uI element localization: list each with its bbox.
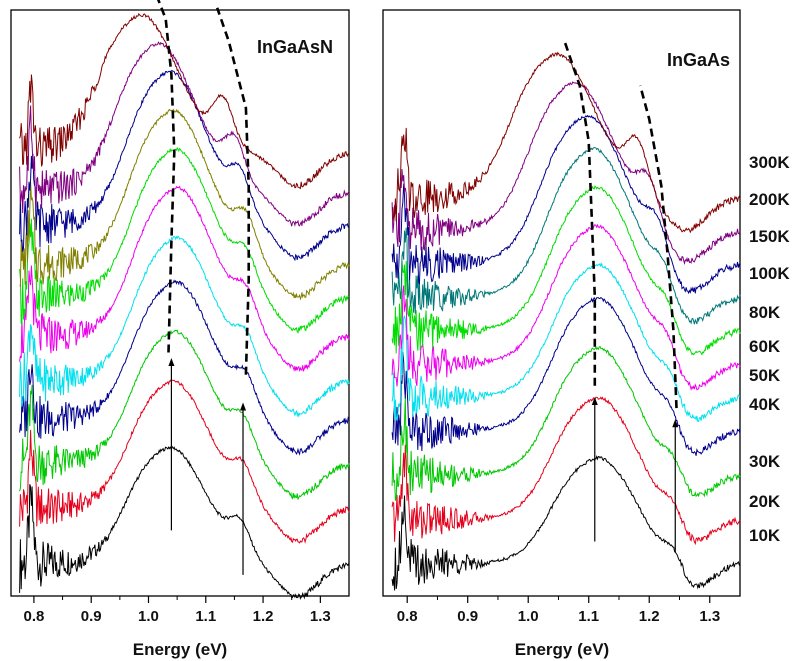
temperature-label-100K: 100K [749, 264, 790, 283]
x-tick-label: 1.2 [639, 608, 660, 625]
spectrum-line-9 [391, 79, 741, 266]
spectrum-line-1 [19, 379, 350, 544]
spectrum-line-8 [391, 114, 741, 295]
x-axis-title: Energy (eV) [515, 640, 609, 659]
peak-arrow-head-0 [168, 358, 175, 367]
spectrum-line-8 [19, 70, 350, 262]
plot-frame [10, 9, 350, 597]
spectrum-line-0 [391, 455, 741, 591]
temperature-label-60K: 60K [749, 337, 781, 356]
spectrum-line-0 [19, 444, 350, 600]
temperature-label-150K: 150K [749, 227, 790, 246]
peak-trend-group [563, 40, 678, 409]
spectrum-line-10 [391, 51, 741, 234]
spectrum-line-10 [19, 12, 350, 190]
x-tick-label: 1.2 [253, 608, 274, 625]
peak-arrow-head-1 [672, 419, 679, 428]
spectrum-line-6 [391, 185, 741, 356]
spectrum-line-1 [391, 396, 741, 546]
peak-arrow-group [168, 358, 247, 575]
peak-trend-dashed-0 [157, 0, 176, 353]
temperature-label-10K: 10K [749, 526, 781, 545]
peak-arrow-group [591, 396, 679, 553]
x-axis-ticks: 0.8 0.9 1.0 1.1 1.2 1.3 [23, 596, 331, 625]
panel-title: InGaAsN [257, 37, 333, 57]
x-tick-label: 1.1 [578, 608, 599, 625]
spectra-group [19, 12, 350, 600]
x-tick-label: 1.0 [138, 608, 159, 625]
x-tick-label: 1.3 [699, 608, 720, 625]
peak-trend-group [157, 0, 250, 375]
temperature-label-80K: 80K [749, 303, 781, 322]
temperature-label-300K: 300K [749, 153, 790, 172]
x-tick-label: 0.9 [81, 608, 102, 625]
peak-arrow-head-0 [591, 396, 598, 405]
panel-ingaasn: 0.8 0.9 1.0 1.1 1.2 1.3 InGaAsN Energy (eV) [10, 0, 350, 659]
x-tick-label: 1.3 [310, 608, 331, 625]
x-tick-label: 1.0 [518, 608, 539, 625]
peak-trend-dashed-1 [638, 85, 678, 409]
peak-arrow-head-1 [240, 402, 247, 411]
panel-title: InGaAs [667, 50, 730, 70]
spectrum-line-5 [391, 223, 741, 392]
spectrum-line-4 [19, 235, 350, 418]
x-axis-title: Energy (eV) [133, 640, 227, 659]
panel-ingaas: 0.8 0.9 1.0 1.1 1.2 1.3 InGaAs Energy (eV) [382, 9, 741, 659]
spectrum-line-7 [19, 108, 350, 301]
peak-trend-dashed-1 [215, 7, 250, 375]
plot-frame [382, 9, 741, 597]
spectrum-line-3 [391, 296, 741, 456]
spectrum-line-2 [391, 345, 741, 501]
spectrum-line-9 [19, 41, 350, 228]
spectrum-line-6 [19, 146, 350, 334]
spectrum-line-3 [19, 279, 350, 456]
spectrum-line-2 [19, 329, 350, 500]
spectra-group [391, 51, 741, 591]
temperature-label-20K: 20K [749, 492, 781, 511]
x-tick-label: 1.1 [195, 608, 216, 625]
temperature-labels: 10K 20K 30K 40K 50K 60K 80K 100K 150K 200K 300K [749, 153, 790, 545]
spectrum-line-7 [391, 146, 741, 325]
x-tick-label: 0.8 [23, 608, 44, 625]
x-tick-label: 0.9 [457, 608, 478, 625]
temperature-label-200K: 200K [749, 190, 790, 209]
x-axis-ticks: 0.8 0.9 1.0 1.1 1.2 1.3 [397, 596, 720, 625]
x-tick-label: 0.8 [397, 608, 418, 625]
temperature-label-40K: 40K [749, 395, 781, 414]
spectrum-line-4 [391, 262, 741, 423]
temperature-label-50K: 50K [749, 366, 781, 385]
temperature-label-30K: 30K [749, 452, 781, 471]
spectrum-line-5 [19, 185, 350, 373]
